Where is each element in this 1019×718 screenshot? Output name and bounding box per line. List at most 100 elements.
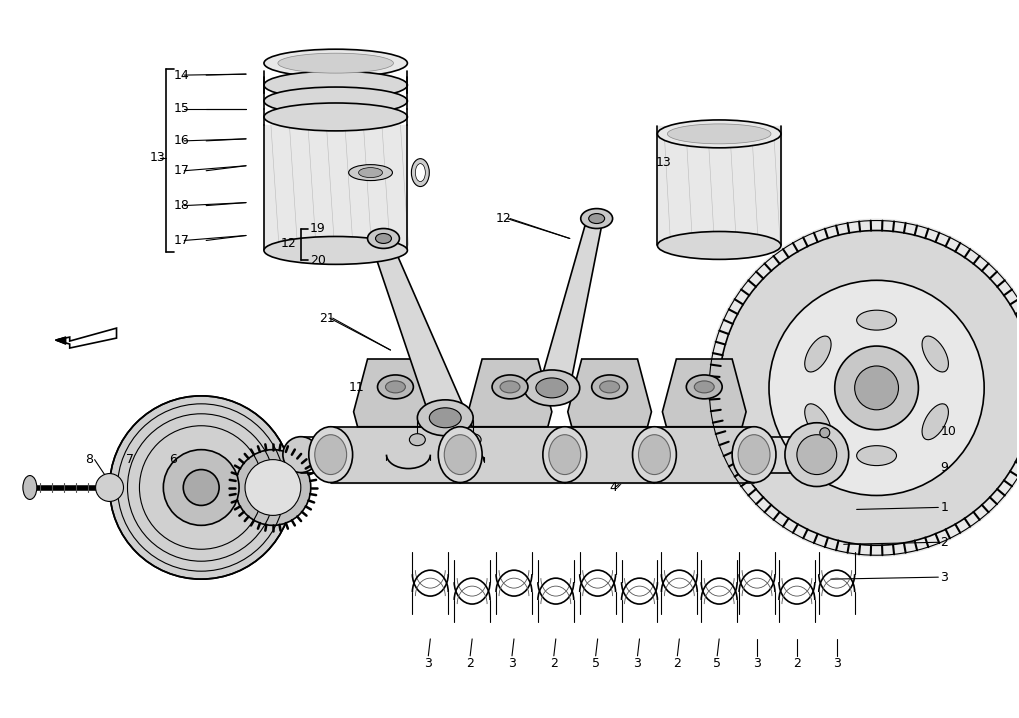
Circle shape [110,396,292,579]
Ellipse shape [657,231,781,259]
Text: 12: 12 [281,237,297,250]
Circle shape [110,396,292,579]
Circle shape [785,423,849,487]
Ellipse shape [738,434,770,475]
Ellipse shape [264,87,408,115]
Text: 13: 13 [150,151,165,164]
Ellipse shape [429,408,462,428]
Text: 8: 8 [85,453,93,466]
Text: 2: 2 [941,536,949,549]
Text: 12: 12 [496,212,512,225]
Ellipse shape [805,336,832,372]
Ellipse shape [412,159,429,187]
Text: 17: 17 [173,164,190,177]
Ellipse shape [687,375,722,398]
Text: 18: 18 [173,199,190,212]
Ellipse shape [278,53,393,73]
Circle shape [183,470,219,505]
Text: 13: 13 [655,157,672,169]
Polygon shape [536,210,604,398]
Text: 3: 3 [424,657,432,671]
Ellipse shape [416,164,425,182]
Text: 17: 17 [173,234,190,247]
Ellipse shape [667,124,771,144]
Text: 9: 9 [941,461,949,474]
Polygon shape [468,359,552,426]
Text: 20: 20 [310,254,326,267]
Ellipse shape [639,434,671,475]
Text: 4: 4 [609,481,618,494]
Text: 14: 14 [173,69,190,82]
Text: 3: 3 [753,657,761,671]
Ellipse shape [283,437,319,472]
Text: 7: 7 [126,453,135,466]
Ellipse shape [524,370,580,406]
Ellipse shape [857,310,897,330]
Circle shape [235,449,311,526]
Ellipse shape [385,381,406,393]
Ellipse shape [500,381,520,393]
Text: 5: 5 [713,657,721,671]
Ellipse shape [264,236,408,264]
Ellipse shape [549,434,581,475]
Ellipse shape [377,375,414,398]
Polygon shape [568,359,651,426]
Ellipse shape [633,426,677,482]
Text: 10: 10 [941,425,956,438]
Ellipse shape [444,434,476,475]
Ellipse shape [410,434,425,446]
Text: 2: 2 [793,657,801,671]
Text: 2: 2 [550,657,557,671]
Ellipse shape [732,426,775,482]
Circle shape [719,230,1019,545]
Ellipse shape [922,336,949,372]
Ellipse shape [599,381,620,393]
Text: 3: 3 [508,657,516,671]
Circle shape [835,346,918,430]
Text: 5: 5 [592,657,599,671]
Text: 2: 2 [467,657,474,671]
Ellipse shape [820,428,829,438]
Polygon shape [56,328,116,348]
Ellipse shape [581,209,612,228]
Ellipse shape [348,164,392,180]
Ellipse shape [315,434,346,475]
Ellipse shape [264,71,408,99]
Ellipse shape [22,475,37,500]
Ellipse shape [805,404,832,439]
Text: 15: 15 [173,103,190,116]
Circle shape [769,280,984,495]
Ellipse shape [465,434,481,446]
Ellipse shape [592,375,628,398]
Text: 1: 1 [941,501,949,514]
Circle shape [707,218,1019,557]
Ellipse shape [536,378,568,398]
Ellipse shape [376,233,391,243]
Ellipse shape [543,426,587,482]
Text: 6: 6 [169,453,177,466]
Polygon shape [354,359,437,426]
Polygon shape [56,337,65,344]
Ellipse shape [589,213,604,223]
Ellipse shape [264,50,408,77]
Circle shape [163,449,239,526]
Text: 3: 3 [833,657,841,671]
Text: 19: 19 [310,222,325,235]
Ellipse shape [857,446,897,465]
Circle shape [245,460,301,516]
Text: 11: 11 [348,381,365,394]
Ellipse shape [694,381,714,393]
Ellipse shape [368,228,399,248]
Text: 16: 16 [173,134,190,147]
Ellipse shape [922,404,949,439]
Text: 21: 21 [319,312,334,325]
Polygon shape [662,359,746,426]
Ellipse shape [438,426,482,482]
Text: 2: 2 [674,657,682,671]
Ellipse shape [657,120,781,148]
Ellipse shape [264,103,408,131]
Ellipse shape [309,426,353,482]
Ellipse shape [359,167,382,177]
Circle shape [855,366,899,410]
Ellipse shape [418,400,473,436]
